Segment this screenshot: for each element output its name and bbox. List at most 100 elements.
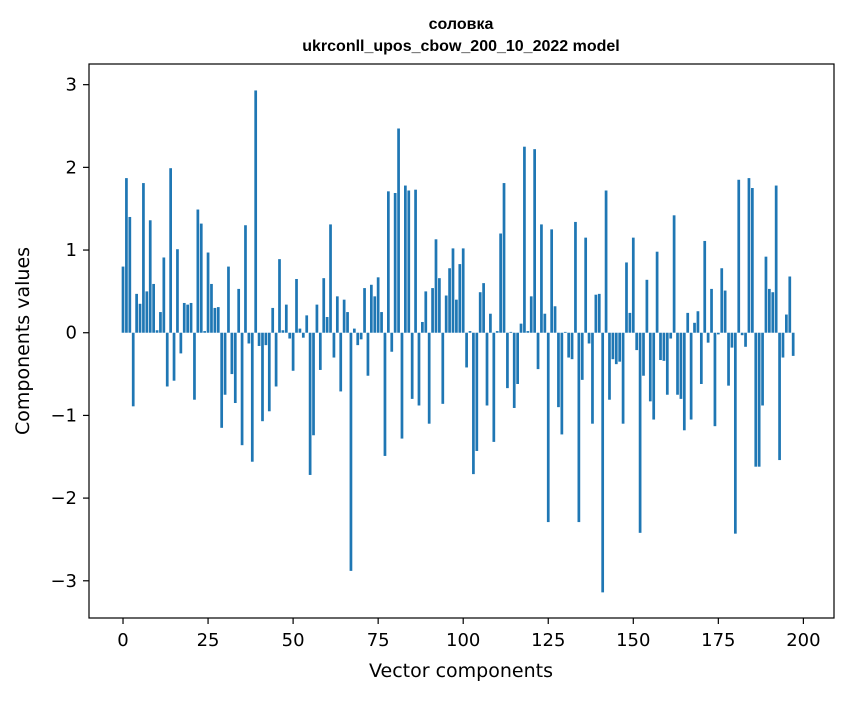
- bar-75: [376, 277, 380, 333]
- bar-173: [710, 288, 713, 333]
- bar-153: [642, 332, 645, 376]
- y-tick-label: 1: [66, 240, 77, 261]
- y-tick-label: −3: [50, 571, 77, 592]
- bar-135: [580, 332, 584, 380]
- y-axis-label: Components values: [12, 247, 34, 435]
- bar-174: [713, 332, 717, 427]
- bar-52: [298, 328, 302, 333]
- bar-159: [662, 332, 666, 361]
- bar-191: [771, 292, 775, 333]
- bar-38: [250, 332, 254, 462]
- bar-71: [363, 288, 366, 333]
- bar-182: [740, 332, 744, 336]
- bar-164: [679, 332, 683, 399]
- bar-60: [325, 317, 329, 333]
- x-axis-ticks: 0 25 50 75 100 125 150 175 200: [117, 618, 821, 651]
- bar-125: [546, 332, 550, 523]
- bar-88: [421, 321, 424, 333]
- bar-142: [604, 190, 608, 333]
- x-axis-label: Vector components: [369, 660, 553, 682]
- bar-82: [400, 332, 404, 439]
- bar-118: [523, 146, 526, 333]
- bar-122: [536, 332, 540, 370]
- y-tick-label: 0: [66, 323, 77, 344]
- bar-129: [560, 332, 564, 435]
- bar-56: [312, 332, 315, 436]
- bar-78: [387, 191, 390, 333]
- bar-126: [550, 229, 554, 333]
- bar-97: [451, 248, 455, 333]
- bar-108: [489, 313, 492, 333]
- bar-137: [587, 332, 591, 344]
- bar-120: [529, 296, 533, 333]
- bar-65: [342, 299, 346, 333]
- bar-35: [240, 332, 244, 446]
- y-axis-ticks: −3 −2 −1 0 1 2 3: [50, 75, 89, 592]
- bar-103: [472, 332, 475, 475]
- bar-64: [339, 332, 343, 392]
- bar-43: [267, 332, 271, 412]
- x-tick-label: 50: [282, 630, 305, 651]
- bar-98: [455, 299, 458, 333]
- bar-180: [733, 332, 737, 534]
- x-tick-label: 150: [616, 630, 650, 651]
- bar-166: [686, 312, 690, 333]
- bar-28: [216, 307, 220, 333]
- bar-41: [261, 332, 264, 422]
- bar-186: [754, 332, 758, 467]
- bar-155: [648, 332, 652, 402]
- bar-11: [159, 312, 162, 333]
- bar-66: [346, 312, 349, 333]
- bar-112: [502, 183, 506, 333]
- plot-area-frame: [88, 63, 835, 619]
- bar-170: [699, 332, 703, 384]
- bar-162: [672, 215, 676, 333]
- bar-93: [438, 278, 441, 333]
- bar-107: [485, 332, 489, 406]
- bar-17: [179, 332, 183, 354]
- bar-83: [404, 185, 407, 333]
- bar-187: [757, 332, 761, 467]
- bar-99: [458, 264, 462, 333]
- bar-195: [785, 314, 788, 333]
- bar-27: [213, 307, 217, 333]
- bar-168: [693, 322, 696, 333]
- bar-59: [322, 278, 326, 333]
- bar-72: [366, 332, 370, 376]
- bar-131: [567, 332, 571, 358]
- bar-19: [186, 304, 190, 333]
- bar-190: [768, 288, 771, 333]
- bar-7: [145, 291, 149, 333]
- bar-117: [519, 323, 523, 333]
- bar-156: [652, 332, 656, 420]
- bar-150: [631, 237, 635, 333]
- bar-22: [196, 209, 200, 333]
- bar-171: [703, 240, 707, 333]
- bar-127: [553, 306, 557, 333]
- x-tick-label: 75: [367, 630, 390, 651]
- bar-194: [781, 332, 785, 358]
- bar-167: [689, 332, 693, 420]
- bar-70: [359, 332, 363, 340]
- bar-48: [284, 304, 288, 333]
- bar-26: [210, 283, 213, 333]
- bar-193: [778, 332, 781, 461]
- bar-132: [570, 332, 574, 360]
- bar-197: [791, 332, 795, 356]
- chart-subtitle: ukrconll_upos_cbow_200_10_2022 model: [302, 38, 619, 55]
- bar-149: [628, 312, 632, 333]
- bar-1: [125, 178, 128, 333]
- bar-130: [563, 331, 567, 333]
- bar-143: [608, 332, 611, 400]
- bar-116: [516, 332, 519, 384]
- bar-111: [499, 233, 502, 333]
- y-tick-label: 3: [66, 75, 77, 96]
- bar-21: [193, 332, 196, 400]
- bar-15: [172, 332, 176, 381]
- chart-title: соловка: [429, 16, 494, 33]
- bar-68: [352, 328, 356, 333]
- bar-184: [747, 178, 751, 333]
